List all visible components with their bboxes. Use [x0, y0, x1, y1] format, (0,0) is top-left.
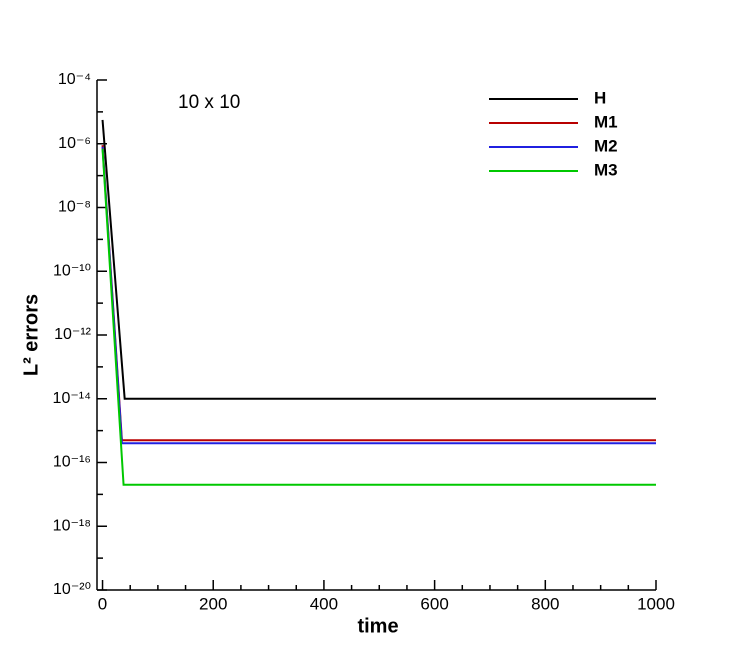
y-tick-label: 10⁻¹⁰: [53, 262, 91, 279]
y-axis-label: L² errors: [20, 294, 42, 376]
legend-label: M3: [594, 160, 618, 179]
x-tick-label: 600: [420, 594, 448, 613]
y-tick-label: 10⁻⁶: [58, 135, 91, 152]
annotation: 10 x 10: [178, 92, 240, 113]
y-tick-label: 10⁻⁸: [58, 199, 91, 216]
series-line: [101, 145, 656, 442]
legend-label: H: [594, 88, 606, 107]
x-tick-label: 200: [199, 594, 227, 613]
legend-label: M2: [594, 136, 618, 155]
x-tick-label: 0: [98, 594, 107, 613]
y-tick-label: 10⁻¹⁸: [53, 517, 91, 534]
x-tick-label: 800: [531, 594, 559, 613]
legend-label: M1: [594, 112, 618, 131]
y-tick-label: 10⁻¹²: [54, 326, 92, 343]
x-tick-label: 1000: [637, 594, 675, 613]
series-line: [101, 148, 656, 486]
y-tick-label: 10⁻¹⁶: [53, 454, 91, 471]
x-tick-label: 400: [310, 594, 338, 613]
y-tick-label: 10⁻²⁰: [53, 581, 91, 598]
x-axis-label: time: [357, 615, 398, 637]
y-tick-label: 10⁻¹⁴: [53, 390, 92, 407]
y-tick-label: 10⁻⁴: [58, 71, 91, 88]
series-line: [101, 119, 656, 400]
